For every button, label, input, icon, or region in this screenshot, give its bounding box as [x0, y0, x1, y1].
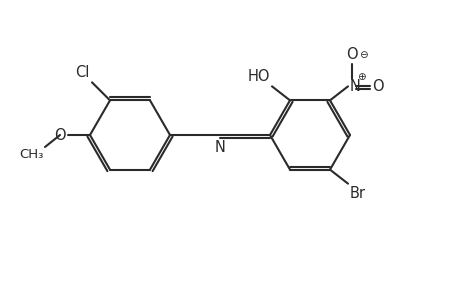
- Text: ⊕: ⊕: [356, 72, 365, 82]
- Text: N: N: [349, 79, 360, 94]
- Text: N: N: [214, 140, 225, 155]
- Text: O: O: [54, 128, 66, 142]
- Text: O: O: [346, 47, 357, 62]
- Text: HO: HO: [247, 69, 269, 84]
- Text: O: O: [371, 79, 383, 94]
- Text: ⊖: ⊖: [358, 50, 367, 60]
- Text: CH₃: CH₃: [20, 148, 44, 161]
- Text: Br: Br: [349, 186, 365, 201]
- Text: Cl: Cl: [75, 65, 90, 80]
